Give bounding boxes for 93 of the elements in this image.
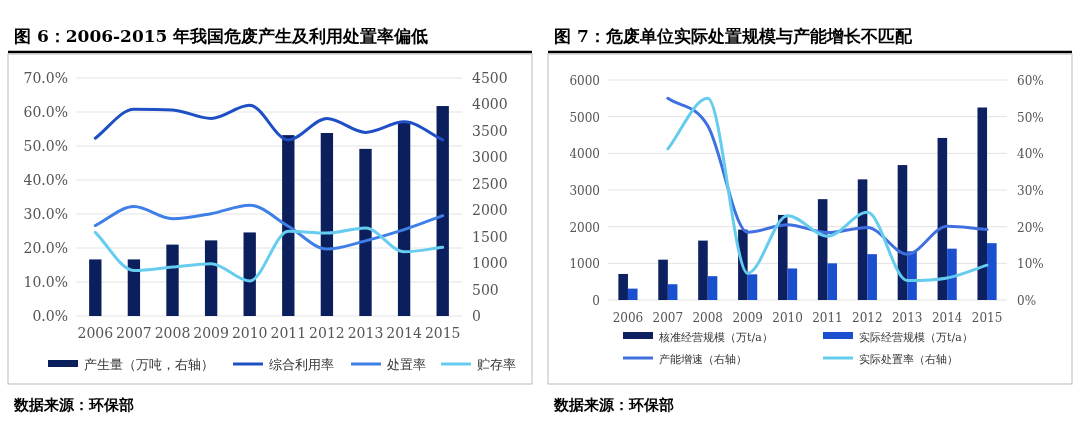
y2-tick-label: 0 <box>472 308 481 324</box>
x-tick-label: 2013 <box>347 325 384 341</box>
bar <box>282 135 295 316</box>
y2-tick-label: 20% <box>1017 220 1044 235</box>
y-tick-label: 50.0% <box>23 138 68 154</box>
bar <box>204 240 218 316</box>
x-tick-label: 2014 <box>931 311 963 325</box>
bar <box>937 137 948 300</box>
bar <box>397 122 411 316</box>
x-tick-label: 2009 <box>193 325 229 341</box>
x-tick-label: 2015 <box>424 325 461 341</box>
bar <box>166 244 179 316</box>
y-tick-label: 0.0% <box>32 308 68 324</box>
y2-tick-label: 10% <box>1017 257 1044 272</box>
y2-tick-label: 3000 <box>472 149 508 166</box>
y-tick-label: 60.0% <box>23 104 68 120</box>
line-series <box>93 226 445 283</box>
y-tick-label: 6000 <box>569 74 600 88</box>
y2-tick-label: 60% <box>1017 74 1044 88</box>
x-tick-label: 2011 <box>270 325 307 341</box>
bar <box>698 240 708 300</box>
y2-tick-label: 2000 <box>472 202 508 219</box>
bar <box>947 248 957 300</box>
bar <box>618 273 628 300</box>
line-series <box>93 103 445 142</box>
source-note: 数据来源：环保部 <box>13 396 134 414</box>
legend-label: 实际经营规模（万t/a） <box>859 331 973 344</box>
bar <box>320 133 334 316</box>
y2-tick-label: 500 <box>472 281 499 298</box>
x-tick-label: 2010 <box>772 311 803 325</box>
y2-tick-label: 2500 <box>472 175 508 192</box>
x-tick-label: 2009 <box>732 311 763 325</box>
bar <box>787 268 798 300</box>
legend-label: 实际处置率（右轴） <box>859 353 958 366</box>
bar <box>907 251 917 300</box>
x-tick-label: 2008 <box>154 325 191 341</box>
legend-label: 贮存率 <box>477 357 516 372</box>
bar <box>707 276 718 300</box>
y2-tick-label: 1500 <box>472 228 508 245</box>
y2-tick-label: 30% <box>1017 184 1044 198</box>
x-tick-label: 2010 <box>231 325 268 341</box>
x-tick-label: 2007 <box>116 325 152 341</box>
legend-label: 核准经营规模（万t/a） <box>658 331 773 344</box>
y-tick-label: 0 <box>592 294 600 308</box>
y-tick-label: 5000 <box>569 110 600 125</box>
bar <box>89 259 102 316</box>
y2-tick-label: 1000 <box>472 255 508 272</box>
y2-tick-label: 3500 <box>472 122 508 139</box>
y-tick-label: 10.0% <box>23 274 68 290</box>
y2-tick-label: 0% <box>1017 294 1037 308</box>
chart-title: 图 6：2006-2015 年我国危废产生及利用处置率偏低 <box>14 26 429 46</box>
bar <box>867 254 877 300</box>
bar <box>436 106 449 316</box>
y2-tick-label: 50% <box>1017 110 1044 125</box>
bar <box>977 107 988 300</box>
x-tick-label: 2015 <box>971 311 1003 325</box>
source-note: 数据来源：环保部 <box>553 396 674 414</box>
legend-label: 产生量（万吨，右轴） <box>84 357 214 372</box>
y-tick-label: 40.0% <box>23 172 68 188</box>
bar <box>359 148 372 316</box>
x-tick-label: 2006 <box>77 325 114 341</box>
line-series <box>93 203 445 251</box>
y-tick-label: 2000 <box>569 220 600 235</box>
bar <box>243 232 256 316</box>
legend-label: 处置率 <box>387 357 426 372</box>
y-tick-label: 70.0% <box>23 70 68 86</box>
legend-label: 综合利用率 <box>269 357 334 372</box>
y-tick-label: 30.0% <box>23 206 68 222</box>
x-tick-label: 2012 <box>309 325 345 341</box>
y-tick-label: 4000 <box>569 147 600 162</box>
bar <box>127 259 141 316</box>
x-tick-label: 2008 <box>692 311 724 325</box>
y-tick-label: 3000 <box>569 184 600 198</box>
bar <box>658 259 668 300</box>
y2-tick-label: 40% <box>1017 147 1044 162</box>
chart-title: 图 7：危废单位实际处置规模与产能增长不匹配 <box>554 26 913 46</box>
x-tick-label: 2006 <box>612 311 644 325</box>
bar <box>667 284 678 300</box>
x-tick-label: 2011 <box>812 311 843 325</box>
x-tick-label: 2007 <box>652 311 684 325</box>
bar <box>827 263 838 300</box>
x-tick-label: 2012 <box>852 311 883 325</box>
y-tick-label: 1000 <box>569 257 600 272</box>
bar <box>987 243 997 300</box>
y-tick-label: 20.0% <box>23 240 68 256</box>
x-tick-label: 2013 <box>891 311 923 325</box>
bar <box>747 274 758 300</box>
bar <box>777 214 788 300</box>
x-tick-label: 2014 <box>386 325 422 341</box>
y2-tick-label: 4500 <box>472 70 508 86</box>
legend-label: 产能增速（右轴） <box>659 353 747 366</box>
y2-tick-label: 4000 <box>472 96 508 113</box>
bar <box>627 288 638 300</box>
